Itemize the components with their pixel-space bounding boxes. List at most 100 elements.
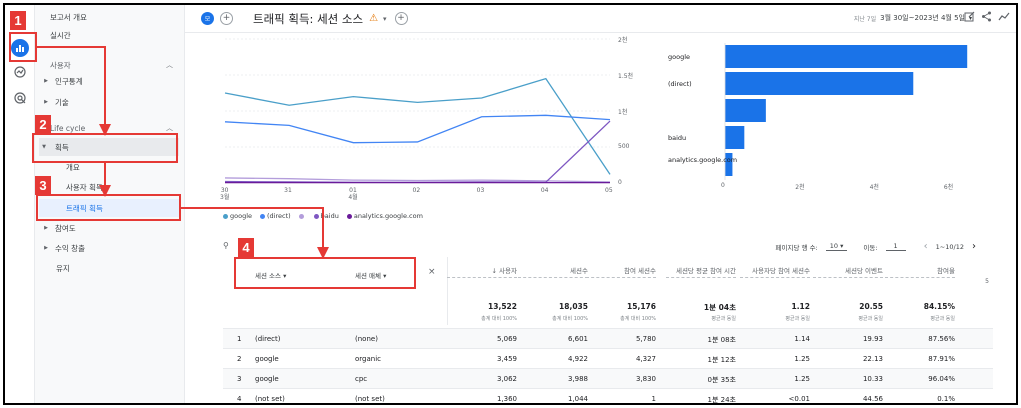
- bar-unnamed: [725, 99, 766, 122]
- row-index: 2: [237, 355, 242, 363]
- column-header[interactable]: 세션수: [518, 267, 588, 278]
- column-header-label: 세션당 이벤트: [845, 267, 883, 275]
- add-button[interactable]: +: [394, 12, 408, 25]
- line-x-tick-label: 02: [412, 187, 421, 194]
- line-y-tick-label: 0: [618, 179, 622, 186]
- line-x-tick-label: 30 3월: [220, 187, 230, 201]
- column-header[interactable]: 사용자당 참여 세션수: [740, 267, 810, 278]
- line-y-tick-label: 1천: [618, 109, 628, 116]
- annotation-number-3: 3: [35, 176, 51, 195]
- sidebar-item-demographics[interactable]: ▶ 인구통계: [41, 72, 191, 90]
- caret-right-icon: ▶: [44, 78, 48, 84]
- total-sub-label: 평균과 동일: [858, 316, 883, 322]
- bar-category-label: analytics.google.com: [668, 156, 738, 164]
- sidebar-item-tech[interactable]: ▶ 기술: [41, 93, 191, 111]
- chevron-down-icon[interactable]: ▾: [383, 14, 387, 23]
- caret-down-icon: ▼: [42, 144, 46, 150]
- column-header[interactable]: 세션당 이벤트: [813, 267, 883, 278]
- app-frame: 보고서 개요 실시간 사용자 ︿ ▶ 인구통계 ▶ 기술 Life cycle ︿ ▼ 획…: [3, 3, 1018, 405]
- edit-icon[interactable]: [964, 11, 975, 22]
- cell-metric: 44.56: [862, 395, 883, 403]
- cell-metric: 1,360: [496, 395, 517, 403]
- total-sub-label: 총계 대비 100%: [481, 316, 517, 322]
- rows-per-page-label: 페이지당 행 수:: [775, 243, 818, 252]
- reports-icon[interactable]: [11, 39, 29, 57]
- dimension-session-source[interactable]: 세션 소스 ▾: [255, 272, 287, 280]
- table-row[interactable]: 3 google cpc 3,062 3,988 3,830 0분 35초 1.25 10.33…: [223, 368, 993, 388]
- sidebar-item-engagement[interactable]: ▶ 참여도: [41, 219, 191, 237]
- column-header[interactable]: 세션당 평균 참여 시간: [666, 267, 736, 278]
- comparison-badge[interactable]: 모: [201, 12, 214, 25]
- search-icon[interactable]: ⚲: [223, 241, 229, 250]
- insights-icon[interactable]: [998, 11, 1010, 22]
- table-row[interactable]: 1 (direct) (none) 5,069 6,601 5,780 1분 08초 1.14…: [223, 328, 993, 348]
- chevron-up-icon: ︿: [166, 124, 173, 132]
- cell-metric: 1.25: [794, 355, 810, 363]
- dimension-session-medium[interactable]: 세션 매체 ▾: [355, 272, 387, 280]
- cell-metric: 3,459: [496, 355, 517, 363]
- column-header[interactable]: 참여 세션수: [586, 267, 656, 278]
- column-divider: [447, 257, 448, 325]
- add-comparison-button[interactable]: +: [220, 12, 233, 25]
- advertising-icon[interactable]: [11, 89, 29, 107]
- cell-metric: <0.01: [788, 395, 810, 403]
- cell-metric: 0.1%: [937, 395, 955, 403]
- bar-category-label: (direct): [668, 80, 692, 88]
- sidebar-item-acquisition[interactable]: ▼ 획득: [39, 138, 179, 156]
- legend-item[interactable]: [298, 212, 306, 220]
- share-icon[interactable]: [981, 11, 992, 22]
- legend-label: baidu: [320, 212, 339, 220]
- line-y-tick-label: 2천: [618, 37, 628, 44]
- next-page-icon[interactable]: ›: [972, 241, 976, 252]
- remove-dimension-icon[interactable]: ×: [428, 267, 436, 277]
- chevron-up-icon: ︿: [166, 61, 173, 69]
- sidebar-item-retention[interactable]: 유지: [56, 263, 70, 273]
- column-header-label: 참여율: [937, 267, 955, 275]
- legend-dot: [298, 213, 304, 219]
- cell-metric: 6,601: [567, 335, 588, 343]
- chevron-down-icon: ▾: [968, 14, 972, 22]
- cell-metric: 5,780: [635, 335, 656, 343]
- annotation-box-4: [234, 257, 416, 289]
- annotation-number-1: 1: [10, 11, 26, 30]
- table-row[interactable]: 4 (not set) (not set) 1,360 1,044 1 1분 24초 <0.0…: [223, 388, 993, 403]
- legend-item[interactable]: analytics.google.com: [346, 212, 423, 220]
- column-header[interactable]: ↓ 사용자: [447, 267, 517, 278]
- legend-item[interactable]: (direct): [260, 212, 291, 220]
- page-title: 트래픽 획득: 세션 소스: [253, 11, 364, 26]
- sidebar-item-traffic-acquisition[interactable]: 트래픽 획득: [39, 199, 179, 217]
- date-range-picker[interactable]: 지난 7일 3월 30일~2023년 4월 5일 ▾: [853, 14, 972, 23]
- line-series-baidu: [224, 120, 611, 183]
- legend-item[interactable]: google: [223, 212, 252, 220]
- line-y-tick-label: 500: [618, 143, 630, 150]
- sidebar-item-realtime[interactable]: 실시간: [50, 30, 71, 40]
- legend-item[interactable]: baidu: [313, 212, 339, 220]
- row-index: 4: [237, 395, 242, 403]
- table-row[interactable]: 2 google organic 3,459 4,922 4,327 1분 12초 1.25 2…: [223, 348, 993, 368]
- sidebar-item-user-acquisition[interactable]: 사용자 획득: [66, 182, 103, 192]
- cell-metric: 87.91%: [928, 355, 955, 363]
- cell-session-source: google: [255, 375, 279, 383]
- caret-right-icon: ▶: [44, 99, 48, 105]
- chevron-down-icon: ▾: [383, 272, 387, 280]
- prev-page-icon[interactable]: ‹: [923, 241, 928, 252]
- sidebar-item-report-overview[interactable]: 보고서 개요: [50, 12, 87, 22]
- cell-metric: 1분 08초: [707, 336, 736, 344]
- cell-metric: 3,830: [635, 375, 656, 383]
- legend-label: (direct): [267, 212, 291, 220]
- chevron-down-icon: ▾: [283, 272, 287, 280]
- goto-input[interactable]: 1: [885, 242, 906, 251]
- line-chart-series: [224, 77, 611, 184]
- cell-metric: 1.25: [794, 375, 810, 383]
- rows-per-page-select[interactable]: 10 ▾: [825, 242, 848, 251]
- bar-x-tick-label: 2천: [795, 184, 805, 191]
- line-series-google: [224, 77, 611, 175]
- warning-icon[interactable]: ⚠: [369, 13, 379, 24]
- line-series--direct-: [224, 114, 611, 144]
- annotation-number-4: 4: [238, 238, 254, 257]
- column-header[interactable]: 참여율: [885, 267, 955, 278]
- sidebar-item-monetization[interactable]: ▶ 수익 창출: [41, 239, 191, 257]
- sidebar-item-overview[interactable]: 개요: [66, 162, 80, 172]
- legend-label: google: [230, 212, 253, 220]
- explore-icon[interactable]: [11, 63, 29, 81]
